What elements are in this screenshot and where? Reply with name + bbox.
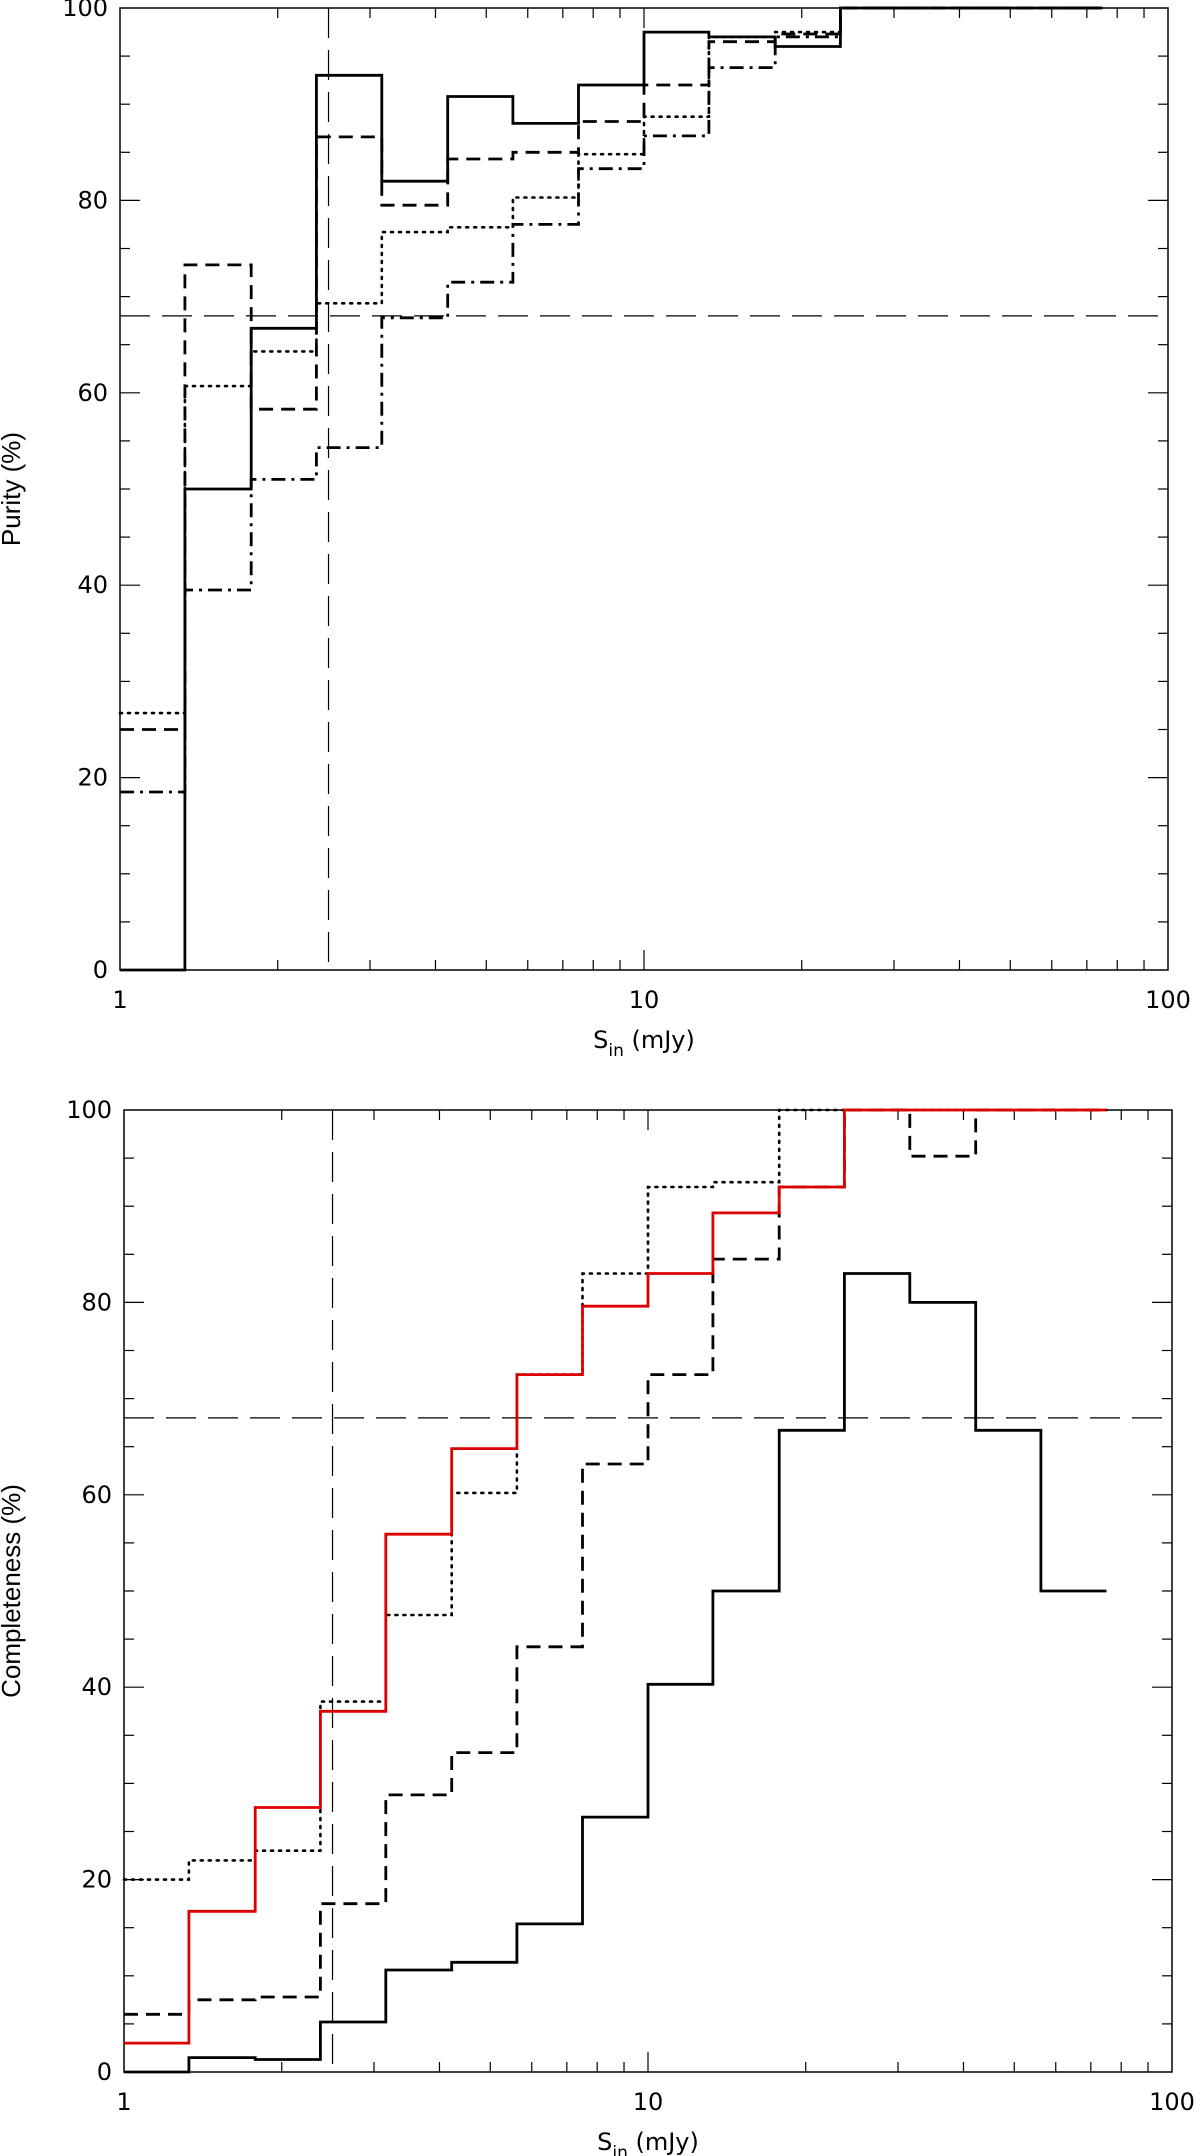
purity-x-tick-label: 1 (112, 986, 127, 1014)
completeness-series-solid (124, 1272, 1107, 2074)
completeness-x-tick-label: 10 (633, 2088, 664, 2116)
completeness-y-tick-label: 0 (97, 2058, 112, 2086)
completeness-y-tick-label: 20 (81, 1866, 112, 1894)
purity-y-tick-label: 80 (77, 186, 108, 214)
completeness-x-tick-label: 100 (1149, 2088, 1195, 2116)
completeness-series-solid-red (124, 1108, 1107, 2045)
purity-series-dashed (120, 6, 1103, 731)
purity-y-tick-label: 100 (62, 0, 108, 22)
purity-y-tick-label: 40 (77, 571, 108, 599)
purity-y-tick-label: 0 (93, 956, 108, 984)
purity-y-axis-label: Purity (%) (0, 432, 26, 546)
completeness-series-dotted (122, 1108, 1108, 1881)
completeness-y-tick-label: 80 (81, 1288, 112, 1316)
purity-x-axis-label: Sin (mJy) (593, 1026, 695, 1061)
completeness-y-tick-label: 100 (66, 1096, 112, 1124)
completeness-y-tick-label: 40 (81, 1673, 112, 1701)
purity-panel: 1 10 100 0 20 40 60 80 100 Sin (mJy) Purity (%) (0, 0, 1191, 1061)
purity-x-tick-label: 100 (1145, 986, 1191, 1014)
completeness-ticks (124, 1110, 1172, 2072)
purity-series-solid (120, 6, 1103, 972)
completeness-x-tick-label: 1 (116, 2088, 131, 2116)
completeness-x-axis-label: Sin (mJy) (597, 2128, 699, 2156)
purity-x-tick-label: 10 (629, 986, 660, 1014)
purity-series-dashdot (120, 6, 1103, 794)
purity-series-dotted (118, 6, 1104, 715)
completeness-series-dashed (124, 1108, 1107, 2016)
completeness-plot-frame (123, 1109, 1173, 2073)
purity-y-tick-label: 60 (77, 379, 108, 407)
completeness-y-tick-label: 60 (81, 1481, 112, 1509)
completeness-y-axis-label: Completeness (%) (0, 1484, 26, 1698)
purity-ticks (120, 8, 1168, 970)
completeness-panel: 1 10 100 0 20 40 60 80 100 Sin (mJy) Completeness … (0, 1096, 1195, 2156)
purity-y-tick-label: 20 (77, 764, 108, 792)
